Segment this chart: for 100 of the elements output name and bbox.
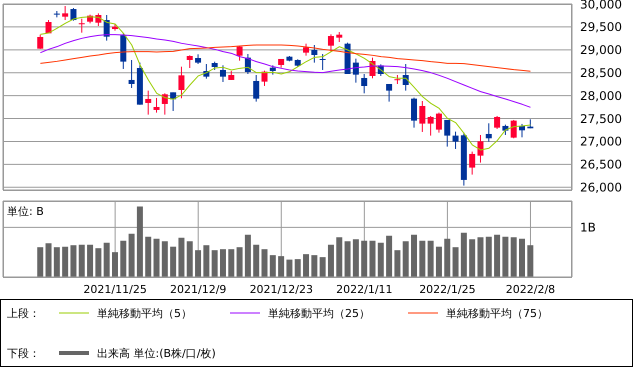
candlestick [62,6,68,21]
bar [244,234,251,277]
legend-label: 出来高 単位:(B株/口/枚) [97,346,216,360]
line-series [40,44,531,72]
bar [95,248,102,277]
bar [212,250,218,277]
bar [510,237,517,277]
bar [145,236,152,277]
bar [378,242,384,277]
y-tick-label: 26,000 [580,180,622,195]
candlestick [154,97,160,114]
candlestick [311,44,318,64]
candlestick [436,112,442,134]
y-tick-label: 29,500 [580,20,622,34]
x-tick-label: 2022/1/25 [419,282,476,296]
candlestick [195,54,202,65]
y-tick-label: 26,500 [580,158,622,172]
bar [452,247,459,277]
y-tick-label: 28,500 [580,66,622,80]
bar [186,241,193,277]
bar [170,246,176,277]
bar [220,249,226,277]
bar [469,239,476,277]
candlestick [328,34,334,52]
bar [278,256,284,277]
bar [336,237,342,277]
candlestick [186,54,193,68]
bar [228,249,234,277]
candlestick [46,20,52,34]
bar [369,240,376,277]
legend-label: 単純移動平均（75） [446,306,548,320]
bar [361,240,368,277]
x-tick-label: 2022/1/11 [336,282,393,296]
bar [502,236,508,277]
candlestick [494,115,500,130]
bar [419,240,426,277]
bar [320,257,326,277]
bar [519,238,526,277]
candlestick [236,45,243,62]
bar [286,260,292,277]
bar [46,243,52,277]
candlestick [336,32,342,43]
bar [477,237,484,277]
bar [428,240,434,277]
bar [460,232,467,277]
bar [120,240,126,277]
candlestick [486,122,492,142]
y-tick-label: 27,000 [580,134,622,149]
bar [162,241,168,277]
legend-title: 上段： [7,306,41,320]
bar [394,250,400,277]
candlestick [477,134,484,164]
bar [436,246,442,277]
candlestick [419,100,426,132]
x-tick-label: 2022/2/8 [506,282,556,296]
bar [104,242,110,277]
x-tick-label: 2021/12/23 [250,282,313,296]
candlestick [178,66,184,99]
x-tick-label: 2021/12/9 [170,282,226,296]
bar [344,241,351,277]
bar [444,238,450,277]
bar [154,238,160,277]
candlestick [37,34,44,50]
bar [270,255,276,277]
candlestick [519,123,526,138]
bar [402,241,409,277]
bar [87,244,94,277]
candlestick [220,64,226,82]
candlestick [145,90,152,116]
y-tick-label: 29,000 [580,43,622,58]
bar [253,244,260,277]
bar [386,236,392,277]
candlestick [128,59,135,88]
x-tick-label: 2021/11/25 [83,282,147,296]
y-tick-label: 27,500 [580,112,622,126]
candlestick [70,8,76,22]
bar [294,259,301,277]
bar [195,250,202,277]
bar [128,234,135,277]
bar [303,254,310,277]
bar [54,247,60,277]
candlestick [270,64,276,76]
candlestick [452,131,459,150]
bar [236,247,243,277]
bar [37,247,44,277]
candlestick [253,74,260,102]
candlestick [444,119,450,148]
candlestick [411,97,418,128]
candlestick [361,74,368,94]
candlestick [428,115,434,136]
annotation: 単位: B [7,204,44,219]
candlestick [303,43,310,56]
candlestick [320,53,326,70]
bar [311,255,318,277]
y-tick-label: 1B [580,220,596,235]
candlestick [262,70,268,86]
legend-label: 単純移動平均（25） [268,306,370,320]
bar [486,236,492,277]
legend-title: 下段： [7,346,41,360]
candlestick [78,18,85,34]
